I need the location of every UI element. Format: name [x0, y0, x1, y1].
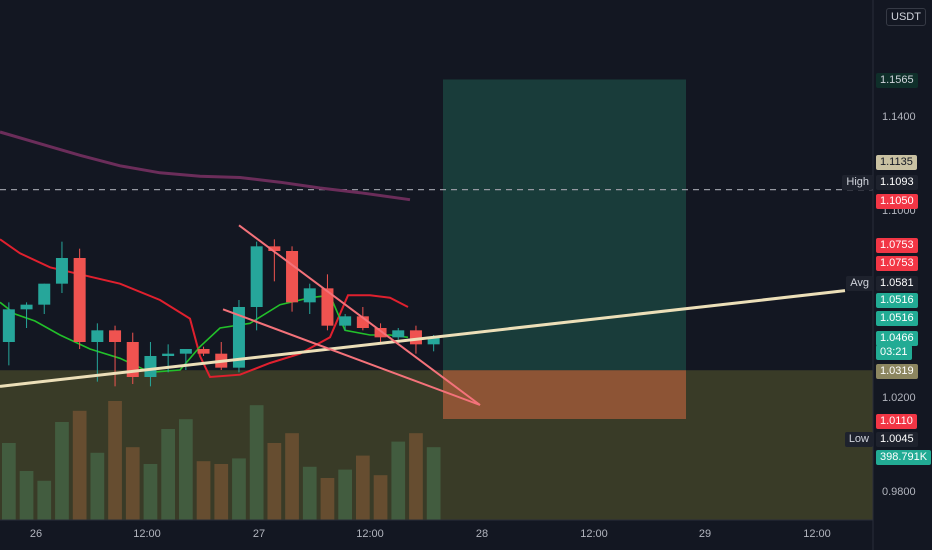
price-tag: 1.0581 [876, 276, 918, 291]
price-tag: 1.0753 [876, 256, 918, 271]
time-tick-label: 12:00 [133, 528, 161, 540]
price-tag: 1.1565 [876, 73, 918, 88]
price-tick-label: 1.0200 [882, 392, 916, 404]
price-tick-label: 0.9800 [882, 486, 916, 498]
time-tick-label: 26 [29, 528, 43, 540]
price-tag: 1.0045 [876, 432, 918, 447]
candle-body [268, 246, 281, 251]
price-tag: 1.1093 [876, 175, 918, 190]
candle-body [126, 342, 139, 377]
candle-body [162, 353, 175, 356]
price-tag: 1.0110 [876, 414, 917, 429]
support-trendline [0, 289, 846, 388]
candle-body [339, 316, 352, 326]
wedge-upper-line [238, 224, 481, 406]
price-tag: 03:21 [876, 345, 912, 360]
price-tag: 1.0753 [876, 238, 918, 253]
candle-body [91, 330, 104, 342]
time-tick-label: 12:00 [356, 528, 384, 540]
target-zone [443, 79, 686, 371]
candle-body [303, 288, 316, 303]
price-tag-name: Low [844, 432, 873, 447]
price-tag-name: Avg [846, 276, 873, 291]
candle-body [197, 349, 210, 354]
price-tag: 398.791K [876, 450, 932, 465]
price-tag: 1.0319 [876, 364, 918, 379]
candle-body [109, 330, 122, 342]
time-tick-label: 12:00 [580, 528, 608, 540]
price-tick-label: 1.1400 [882, 111, 916, 123]
indicator-lines [0, 130, 873, 379]
currency-label[interactable]: USDT [886, 8, 926, 26]
candle-body [286, 251, 299, 303]
long-position-tool[interactable] [0, 79, 873, 521]
candle-body [73, 258, 86, 342]
candles [2, 239, 440, 387]
candle-body [374, 328, 387, 338]
candle-body [356, 316, 369, 328]
price-tag: 1.0516 [876, 293, 918, 308]
price-tag: 1.1135 [876, 155, 917, 170]
price-tag: 1.0516 [876, 311, 918, 326]
time-tick-label: 28 [475, 528, 489, 540]
candle-body [427, 337, 440, 345]
candle-body [250, 246, 263, 307]
red-ma-line [0, 238, 409, 379]
drawings[interactable] [0, 224, 846, 406]
price-tag: 1.1050 [876, 194, 918, 209]
price-tag-name: High [842, 175, 873, 190]
time-tick-label: 27 [252, 528, 266, 540]
green-ma-line [0, 294, 409, 374]
candle-body [144, 356, 157, 377]
candle-body [179, 349, 192, 354]
time-tick-label: 29 [698, 528, 712, 540]
candle-body [392, 330, 405, 338]
olive-zone [0, 370, 873, 520]
candle-body [38, 283, 51, 305]
slow-ma-line [0, 130, 411, 202]
candle-body [20, 304, 33, 310]
candle-body [321, 288, 334, 326]
candle-body [2, 309, 15, 342]
stop-zone [443, 370, 686, 419]
candle-body [232, 307, 245, 368]
wedge-lower-line [222, 308, 481, 406]
price-tag: 1.0466 [876, 331, 918, 346]
time-tick-label: 12:00 [803, 528, 831, 540]
candle-body [55, 258, 68, 284]
